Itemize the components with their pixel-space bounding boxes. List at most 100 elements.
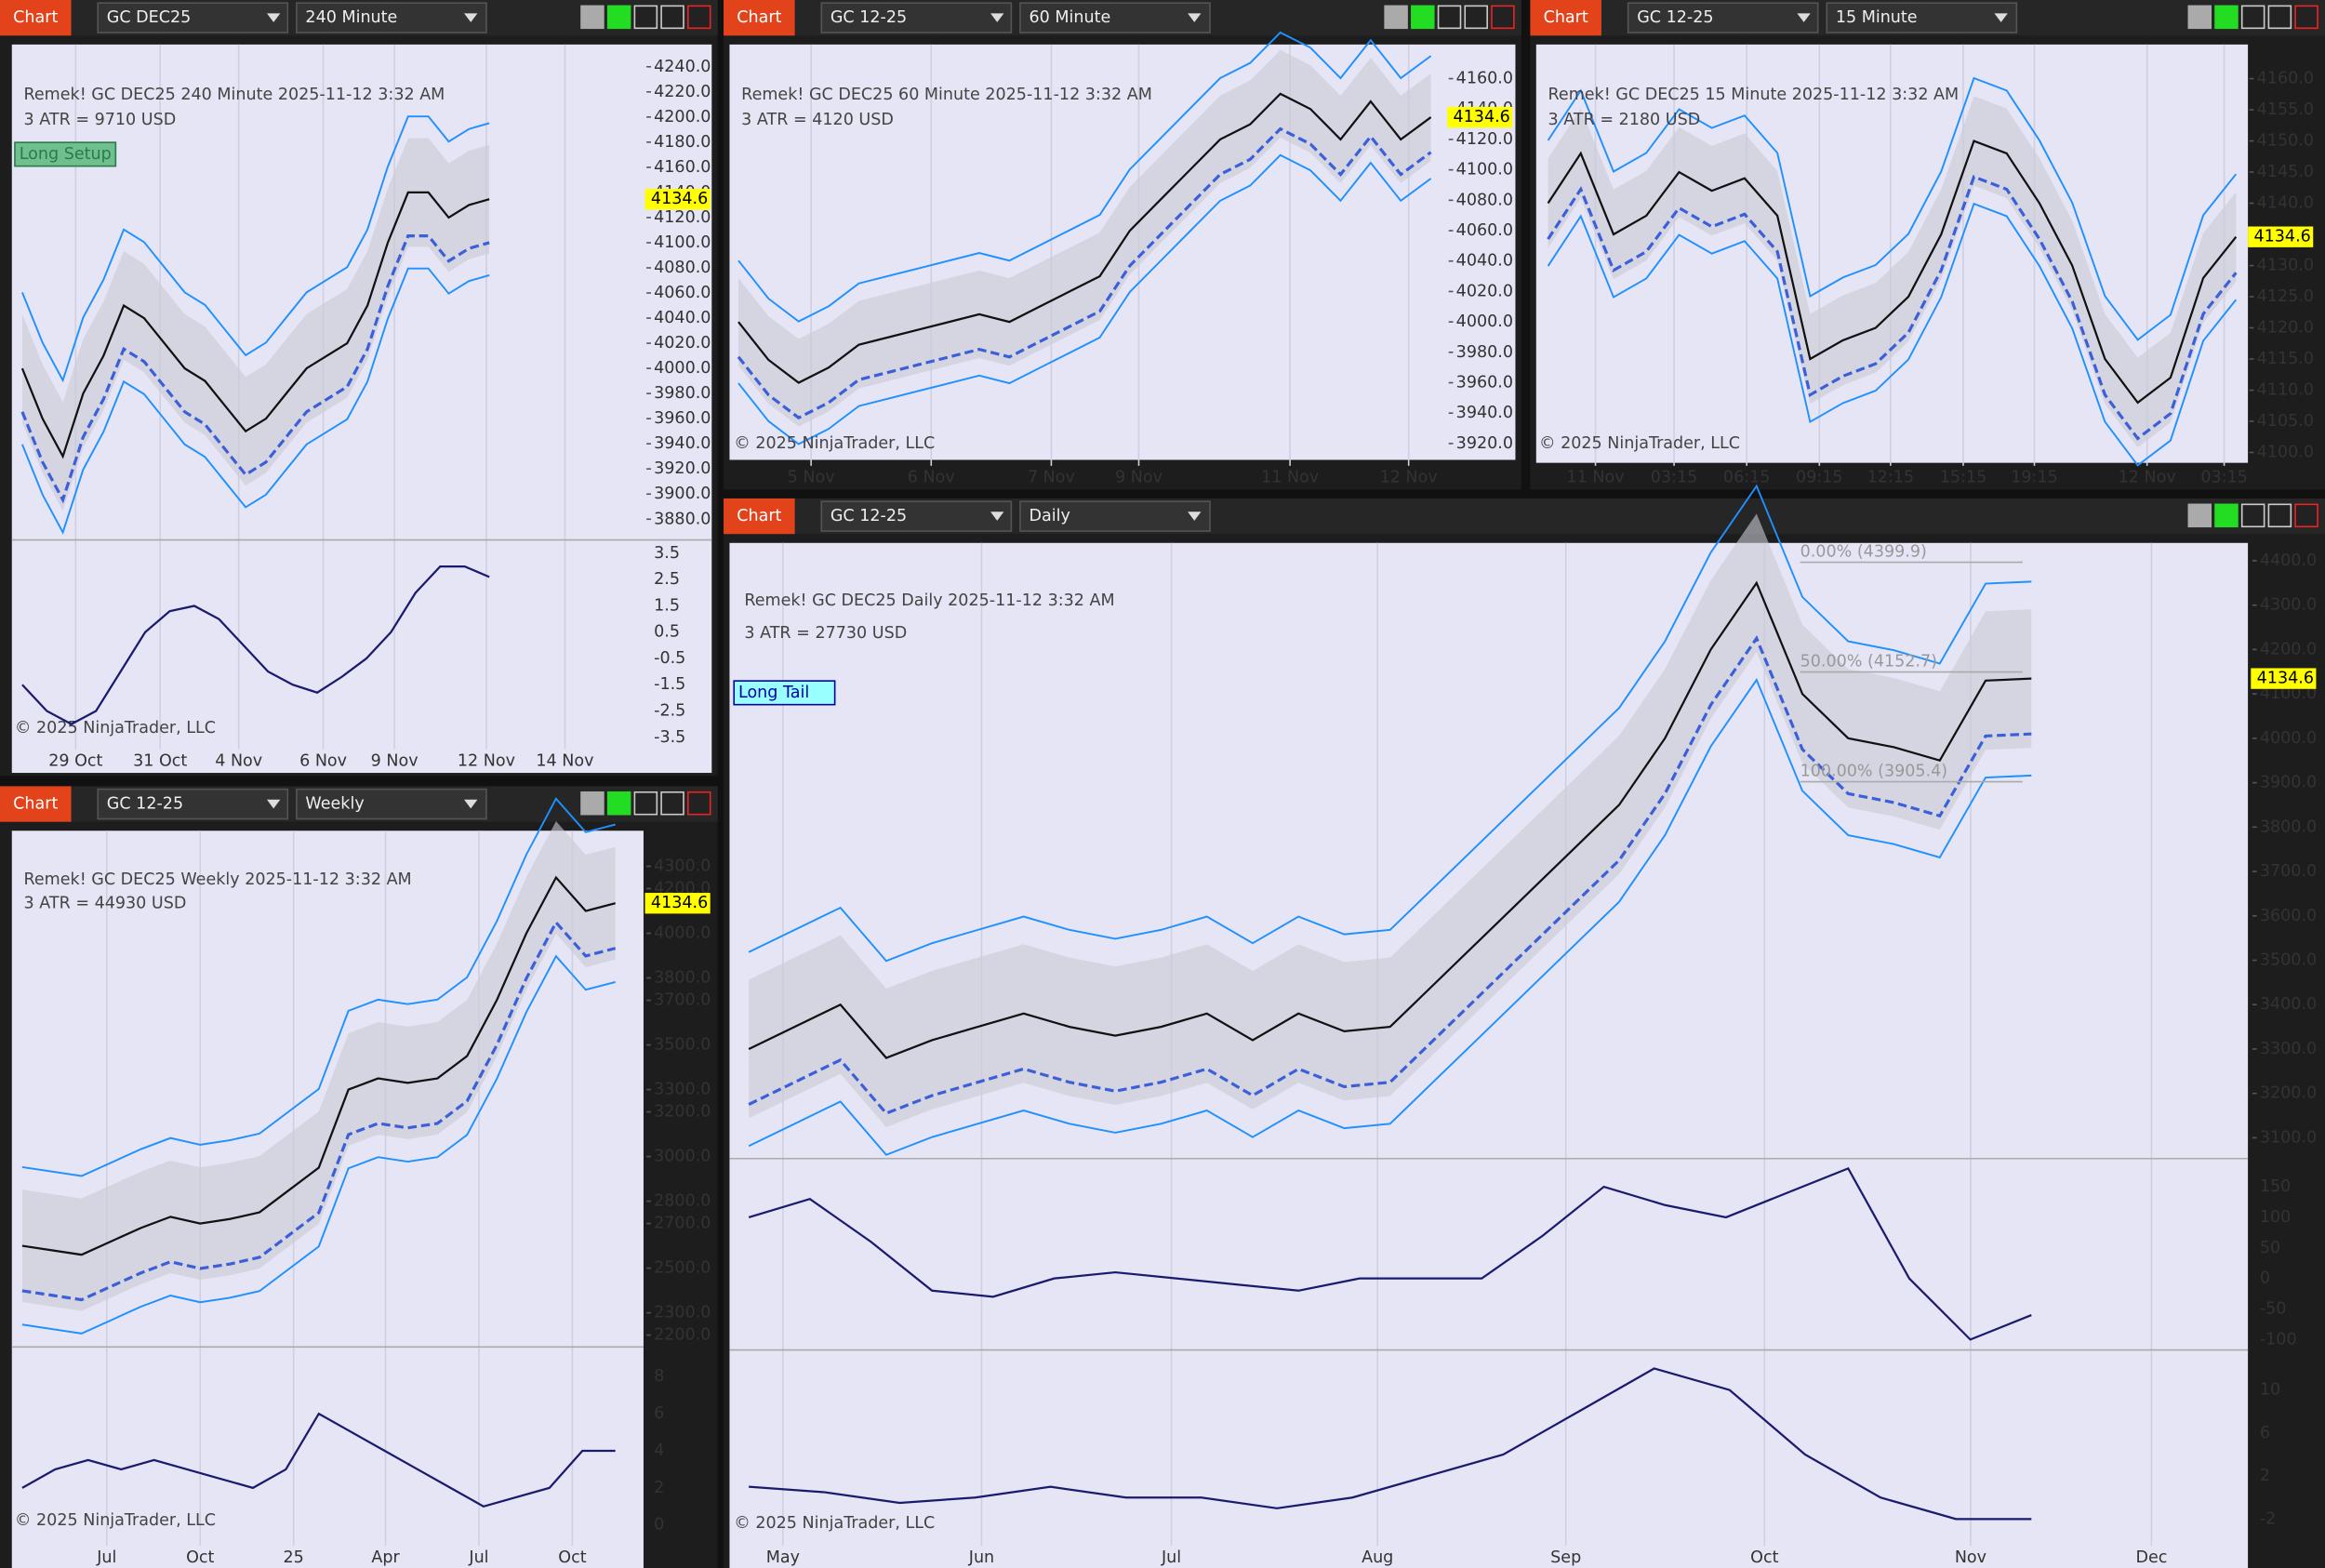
window-button[interactable] [2187, 503, 2212, 528]
price-label: 3900.0 [654, 485, 711, 503]
time-label: Nov [1955, 1548, 1986, 1567]
time-label: Apr [371, 1548, 400, 1567]
tab-label: Chart [1544, 8, 1588, 27]
price-line [21, 875, 616, 1256]
interval-dropdown[interactable] [296, 2, 487, 33]
time-label: 03:15 [1651, 469, 1698, 487]
window-button[interactable] [580, 5, 604, 30]
instrument-dropdown[interactable] [820, 500, 1013, 532]
trend-line [21, 920, 617, 1302]
time-label: 12 Nov [1380, 469, 1438, 487]
price-label: 4120.0 [1456, 130, 1513, 149]
window-button[interactable] [686, 791, 711, 816]
price-label: 4400.0 [2260, 551, 2317, 570]
window-button[interactable] [2214, 5, 2239, 30]
time-label: 9 Nov [371, 751, 418, 770]
pane-label: 3.5 [654, 544, 680, 563]
window-button[interactable] [2240, 5, 2265, 30]
window-button[interactable] [2267, 5, 2292, 30]
window-button[interactable] [1491, 5, 1515, 30]
interval-dropdown[interactable] [1019, 2, 1211, 33]
window-button[interactable] [580, 791, 604, 816]
window-button[interactable] [606, 5, 631, 30]
interval-dropdown[interactable] [1826, 2, 2018, 33]
pane-label: 1.5 [654, 596, 680, 615]
time-label: 31 Oct [133, 751, 187, 770]
instrument-dropdown[interactable] [1627, 2, 1819, 33]
lower-band [1547, 202, 2238, 467]
price-label: 4000.0 [654, 924, 711, 943]
time-label: Oct [186, 1548, 214, 1567]
interval-dropdown[interactable] [296, 788, 487, 820]
instrument-dropdown[interactable] [820, 2, 1013, 33]
price-label: 4160.0 [1456, 70, 1513, 88]
tab-label: Chart [13, 795, 58, 814]
price-label: 4110.0 [2257, 381, 2314, 400]
time-label: 9 Nov [1115, 469, 1162, 487]
dropdown-arrow [1797, 13, 1811, 22]
chart-tab[interactable] [1530, 0, 1601, 36]
dropdown-arrow [464, 13, 478, 22]
window-button[interactable] [1384, 5, 1408, 30]
pane-label: 2.5 [654, 570, 680, 589]
time-label: 6 Nov [908, 469, 955, 487]
window-button[interactable] [1437, 5, 1462, 30]
price-label: 3960.0 [1456, 374, 1513, 392]
price-label: 3800.0 [654, 969, 711, 988]
window-button[interactable] [633, 791, 658, 816]
instrument-dropdown[interactable] [97, 2, 289, 33]
instrument-label: GC 12-25 [830, 8, 907, 27]
time-label: 09:15 [1796, 469, 1843, 487]
price-label: 4180.0 [654, 133, 711, 152]
price-label: 3500.0 [2260, 951, 2317, 970]
volatility-band [1548, 96, 2237, 448]
price-label: 3200.0 [654, 1103, 711, 1122]
chart-header: Remek! GC DEC25 Weekly 2025-11-12 3:32 A… [24, 870, 412, 889]
window-button[interactable] [606, 791, 631, 816]
price-label: 3400.0 [2260, 995, 2317, 1014]
last-price-label: 4134.6 [651, 190, 708, 208]
window-button[interactable] [660, 791, 684, 816]
interval-dropdown[interactable] [1019, 500, 1211, 532]
trend-line [748, 635, 2032, 1115]
window-button[interactable] [1411, 5, 1435, 30]
window-button[interactable] [633, 5, 658, 30]
chart-tab[interactable] [0, 0, 72, 36]
chart-header: Remek! GC DEC25 15 Minute 2025-11-12 3:3… [1548, 86, 1960, 104]
dropdown-arrow [1994, 13, 2008, 22]
instrument-dropdown[interactable] [97, 788, 289, 820]
price-label: 3100.0 [2260, 1128, 2317, 1147]
window-button[interactable] [2187, 5, 2212, 30]
oscillator-line [749, 1367, 2032, 1521]
price-label: 3960.0 [654, 409, 711, 428]
price-label: 3880.0 [654, 510, 711, 528]
price-label: 4100.0 [2257, 443, 2314, 461]
price-label: 4150.0 [2257, 132, 2314, 151]
window-button[interactable] [660, 5, 684, 30]
pane-label: -3.5 [654, 728, 685, 747]
instrument-label: GC DEC25 [107, 8, 192, 27]
price-label: 3500.0 [654, 1036, 711, 1055]
last-price-label: 4134.6 [2257, 670, 2314, 688]
window-button[interactable] [1464, 5, 1488, 30]
pane-label: -0.5 [654, 649, 685, 668]
window-button[interactable] [2240, 503, 2265, 528]
dropdown-arrow [464, 799, 478, 809]
chart-tab[interactable] [724, 0, 795, 36]
price-label: 4100.0 [2260, 684, 2317, 703]
window-button[interactable] [2294, 503, 2318, 528]
chart-tab[interactable] [0, 786, 72, 822]
price-label: 4240.0 [654, 58, 711, 76]
fib-label: 100.00% (3905.4) [1800, 762, 1948, 780]
chart-tab[interactable] [724, 498, 795, 535]
volatility-band [21, 821, 616, 1311]
price-label: 4155.0 [2257, 100, 2314, 119]
window-button[interactable] [2267, 503, 2292, 528]
window-button[interactable] [686, 5, 711, 30]
window-button[interactable] [2214, 503, 2239, 528]
price-label: 4125.0 [2257, 287, 2314, 306]
window-button[interactable] [2294, 5, 2318, 30]
price-label: 4140.0 [2257, 194, 2314, 213]
price-label: 3980.0 [1456, 343, 1513, 362]
